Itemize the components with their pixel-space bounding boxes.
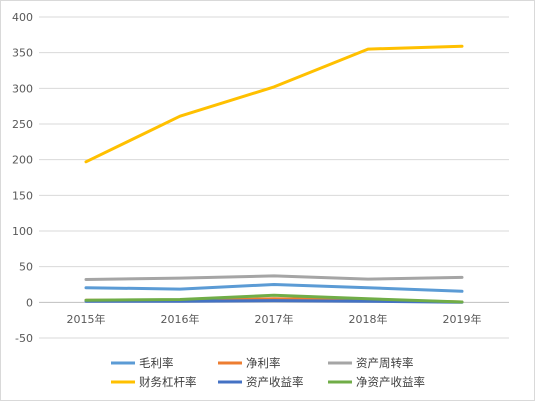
y-tick-label: 200 [12,154,33,167]
legend-label: 资产周转率 [356,356,414,370]
y-tick-label: -50 [15,332,33,345]
y-tick-label: 300 [12,82,33,95]
y-tick-label: 50 [19,261,33,274]
series-line [84,293,464,304]
watermark-text: 头条 @欧成聊股 [432,375,527,391]
legend-label: 净资产收益率 [356,375,425,389]
legend-label: 财务杠杆率 [139,375,197,389]
legend-item: 资产周转率 [328,356,414,370]
x-axis-tick-labels: 2015年 2016年 2017年 2018年 2019年 [67,312,482,326]
legend-item: 资产收益率 [218,375,304,389]
x-tick-label: 2016年 [161,312,200,326]
series-line [84,299,464,304]
series-line [84,274,464,281]
legend-item: 净资产收益率 [328,375,425,389]
x-tick-label: 2017年 [255,312,294,326]
x-tick-label: 2018年 [349,312,388,326]
series-line [84,283,464,293]
y-axis-tick-labels: 400 350 300 250 200 150 100 50 0 -50 [12,11,33,345]
y-tick-label: 250 [12,118,33,131]
legend-item: 毛利率 [111,356,174,370]
series-lines [84,44,464,304]
legend-label: 资产收益率 [246,375,304,389]
x-tick-label: 2015年 [67,312,106,326]
y-tick-label: 150 [12,189,33,202]
y-tick-label: 400 [12,11,33,24]
y-tick-label: 0 [26,296,33,309]
series-line [84,44,464,164]
gridlines [39,16,509,339]
legend-item: 财务杠杆率 [111,375,197,389]
legend-label: 毛利率 [139,356,174,370]
legend-item: 净利率 [218,356,281,370]
x-tick-label: 2019年 [443,312,482,326]
y-tick-label: 350 [12,47,33,60]
y-tick-label: 100 [12,225,33,238]
legend-label: 净利率 [246,356,281,370]
